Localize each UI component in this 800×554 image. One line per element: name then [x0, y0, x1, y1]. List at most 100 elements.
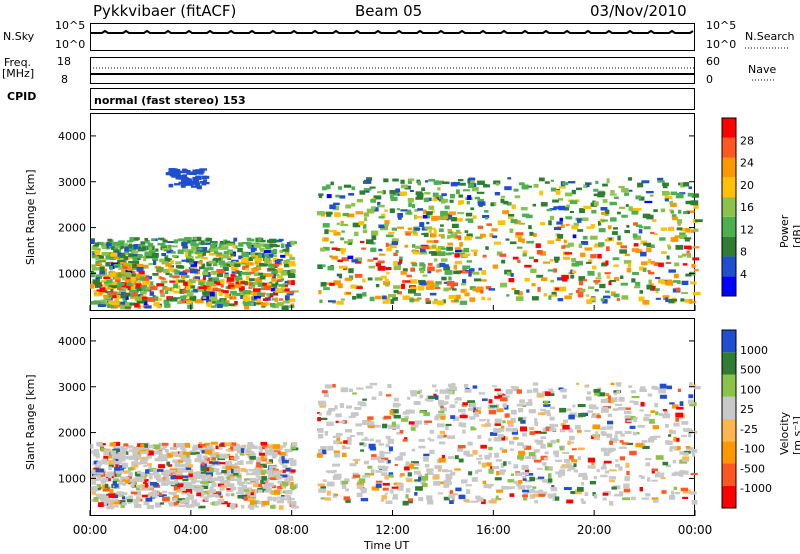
power-cell — [415, 216, 423, 219]
velocity-cell — [499, 397, 508, 402]
velocity-cell — [199, 443, 206, 447]
velocity-cell — [674, 491, 681, 495]
velocity-cell — [240, 468, 247, 472]
power-cell — [468, 177, 476, 181]
velocity-cell — [414, 479, 419, 482]
velocity-cell — [576, 486, 584, 492]
velocity-cell — [158, 464, 165, 469]
velocity-cell — [460, 479, 468, 484]
velocity-cell — [443, 496, 450, 501]
power-cell — [474, 196, 481, 200]
power-cell — [99, 287, 106, 292]
velocity-cell — [511, 427, 518, 433]
velocity-cell — [134, 490, 142, 496]
velocity-cell — [182, 491, 190, 494]
power-cell — [333, 280, 341, 285]
velocity-cell — [533, 449, 540, 453]
velocity-cell — [602, 492, 609, 496]
velocity-cell — [352, 392, 357, 395]
power-cell — [382, 300, 390, 304]
velocity-cell — [194, 458, 202, 463]
power-cell — [654, 288, 660, 291]
power-cell — [653, 232, 658, 236]
velocity-cell — [691, 499, 698, 505]
power-cell — [278, 238, 284, 242]
power-cell — [419, 222, 425, 228]
velocity-cell — [360, 449, 365, 452]
power-cell — [107, 286, 112, 290]
velocity-cell — [611, 486, 617, 490]
power-cell — [242, 290, 251, 295]
velocity-cell — [402, 439, 408, 442]
velocity-cell — [419, 394, 424, 397]
power-cell — [650, 231, 655, 234]
velocity-cell — [221, 501, 228, 505]
power-cell — [646, 284, 653, 290]
velocity-cell — [639, 386, 646, 391]
velocity-cell — [290, 461, 297, 467]
velocity-cell — [405, 488, 411, 493]
velocity-cell — [322, 449, 327, 455]
power-cell — [354, 231, 359, 237]
power-cell — [290, 303, 295, 307]
power-cell — [181, 259, 190, 262]
velocity-cell — [508, 440, 515, 445]
velocity-cell — [318, 488, 327, 493]
velocity-cell — [326, 410, 332, 416]
power-cell — [441, 193, 447, 197]
power-cell — [620, 245, 628, 249]
power-cell — [430, 227, 436, 230]
power-cell — [593, 244, 599, 248]
power-cell — [109, 255, 116, 261]
power-cell — [253, 282, 261, 285]
velocity-cell — [524, 445, 532, 450]
power-cell — [492, 264, 498, 269]
power-cell — [340, 248, 346, 253]
power-cell — [460, 283, 467, 286]
velocity-cell — [463, 450, 470, 456]
power-cell — [264, 258, 270, 263]
power-cell — [371, 235, 377, 240]
power-cell — [451, 223, 459, 229]
x-tick-label: 08:00 — [274, 523, 309, 537]
velocity-cell — [291, 442, 298, 447]
power-cell — [593, 193, 602, 197]
power-cell — [671, 214, 677, 219]
nsky-tick-top: 10^5 — [55, 19, 86, 32]
velocity-cell — [285, 449, 293, 453]
velocity-cell — [445, 473, 453, 479]
velocity-cell — [610, 398, 614, 404]
velocity-cell — [390, 409, 399, 414]
power-cell — [126, 272, 132, 278]
power-cell — [618, 185, 625, 189]
velocity-cell — [96, 461, 105, 465]
velocity-cell — [664, 423, 669, 428]
power-cell — [432, 244, 437, 249]
velocity-cell — [467, 441, 473, 446]
power-cell — [411, 249, 417, 253]
velocity-cell — [648, 418, 655, 424]
power-cell — [479, 233, 486, 238]
power-cell — [130, 296, 138, 299]
power-cell — [195, 256, 200, 259]
power-cell — [455, 235, 459, 239]
velocity-cell — [392, 424, 400, 429]
power-colorbar-tick: 4 — [740, 268, 747, 281]
velocity-cell — [109, 489, 114, 494]
power-cell — [169, 172, 176, 177]
power-cell — [325, 211, 333, 215]
velocity-cell — [260, 487, 269, 491]
velocity-cell — [318, 412, 322, 416]
velocity-cell — [233, 444, 241, 448]
power-cell — [173, 239, 179, 244]
power-cell — [346, 213, 355, 218]
power-cell — [530, 268, 537, 273]
velocity-cell — [426, 468, 434, 472]
power-cell — [200, 240, 205, 246]
power-cell — [150, 286, 158, 291]
power-cell — [634, 285, 641, 289]
power-cell — [246, 237, 252, 241]
nsky-label: N.Sky — [3, 30, 35, 43]
velocity-cell — [389, 409, 394, 415]
velocity-ytick-label: 4000 — [58, 335, 86, 348]
